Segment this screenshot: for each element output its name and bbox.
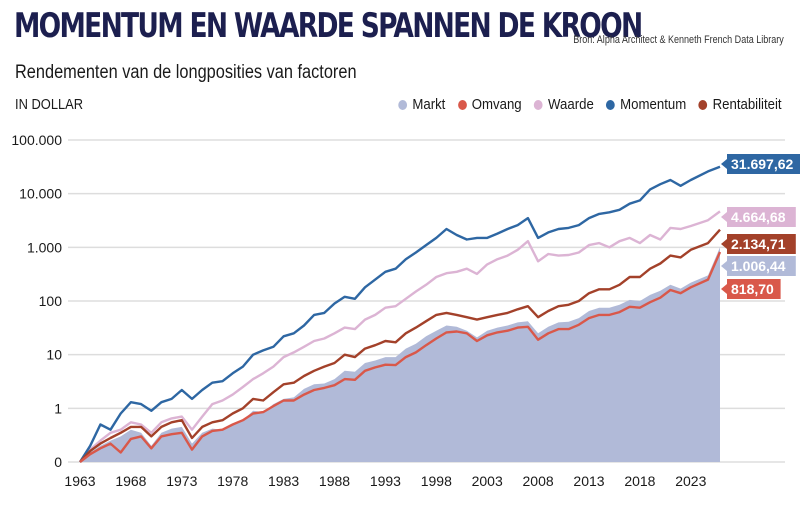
area-layer <box>80 247 720 462</box>
line-layer <box>78 165 722 463</box>
legend-item-omvang: Omvang <box>458 96 522 113</box>
legend-dot-waarde <box>534 99 544 110</box>
end-label-pointer <box>721 284 727 294</box>
end-label-box <box>727 234 796 254</box>
line-rentabiliteit <box>79 228 721 463</box>
end-label-box <box>727 279 781 299</box>
y-tick-label: 10.000 <box>19 186 62 202</box>
x-tick-label: 2018 <box>624 473 655 489</box>
line-waarde <box>79 210 721 463</box>
chart-title: MOMENTUM EN WAARDE SPANNEN DE KROON <box>14 6 643 46</box>
end-label-box <box>727 207 796 227</box>
end-label-value: 4.664,68 <box>731 209 786 225</box>
legend-dot-omvang <box>458 99 467 110</box>
end-label-value: 818,70 <box>731 281 774 297</box>
legend-label-omvang: Omvang <box>472 96 523 113</box>
y-tick-label: 1 <box>54 400 62 416</box>
legend-dot-markt <box>398 99 408 110</box>
x-tick-label: 1993 <box>370 473 401 489</box>
end-label-momentum: 31.697,62 <box>721 154 800 174</box>
legend-item-rentabiliteit: Rentabiliteit <box>698 96 782 113</box>
line-omvang <box>79 251 722 463</box>
legend-label-markt: Markt <box>412 96 446 113</box>
x-tick-label: 1978 <box>217 473 248 489</box>
legend-label-waarde: Waarde <box>548 96 595 113</box>
x-axis-ticks: 1963 1968 1973 1978 1983 1988 1993 1998 2003 2008… <box>64 473 706 489</box>
legend-label-rentabiliteit: Rentabiliteit <box>713 96 782 113</box>
source-note: Bron: Alpha Architect & Kenneth French D… <box>573 34 784 46</box>
end-labels: 1.006,44 818,70 4.664,68 31.697,62 2.134,71 <box>721 154 800 299</box>
legend-label-momentum: Momentum <box>620 96 687 113</box>
x-tick-label: 2013 <box>573 473 604 489</box>
x-tick-label: 1988 <box>319 473 350 489</box>
y-axis-ticks: 0 1 10 100 1.000 10.000 100.000 <box>11 132 62 470</box>
end-label-box <box>727 154 800 174</box>
x-tick-label: 1998 <box>421 473 452 489</box>
end-label-rentabiliteit: 2.134,71 <box>721 234 796 254</box>
y-tick-label: 100.000 <box>11 132 62 148</box>
end-label-value: 2.134,71 <box>731 236 786 252</box>
legend-item-markt: Markt <box>398 96 446 113</box>
legend-dot-momentum <box>606 99 616 110</box>
end-label-value: 1.006,44 <box>731 258 786 274</box>
end-label-omvang: 818,70 <box>721 279 781 299</box>
end-label-waarde: 4.664,68 <box>721 207 796 227</box>
x-tick-label: 1963 <box>64 473 95 489</box>
legend-item-momentum: Momentum <box>606 96 687 113</box>
end-label-pointer <box>721 261 727 271</box>
y-tick-label: 100 <box>39 293 63 309</box>
line-momentum <box>78 165 721 463</box>
end-label-pointer <box>721 159 727 169</box>
x-tick-label: 2023 <box>675 473 706 489</box>
x-tick-label: 2003 <box>472 473 503 489</box>
y-axis-unit: IN DOLLAR <box>15 96 84 113</box>
x-tick-label: 2008 <box>523 473 554 489</box>
legend: Markt Omvang Waarde Momentum Rentabilite… <box>398 96 782 113</box>
end-label-markt: 1.006,44 <box>721 256 796 276</box>
y-tick-label: 10 <box>46 347 62 363</box>
area-markt <box>80 247 720 462</box>
legend-dot-rentabiliteit <box>698 99 708 110</box>
end-label-pointer <box>721 239 727 249</box>
x-tick-label: 1973 <box>166 473 197 489</box>
chart-subtitle: Rendementen van de longposities van fact… <box>15 62 357 83</box>
y-tick-label: 1.000 <box>27 239 62 255</box>
end-label-box <box>727 256 796 276</box>
legend-item-waarde: Waarde <box>534 96 594 113</box>
end-label-pointer <box>721 212 727 222</box>
y-tick-label: 0 <box>54 454 62 470</box>
x-tick-label: 1968 <box>115 473 146 489</box>
x-tick-label: 1983 <box>268 473 299 489</box>
end-label-value: 31.697,62 <box>731 156 793 172</box>
